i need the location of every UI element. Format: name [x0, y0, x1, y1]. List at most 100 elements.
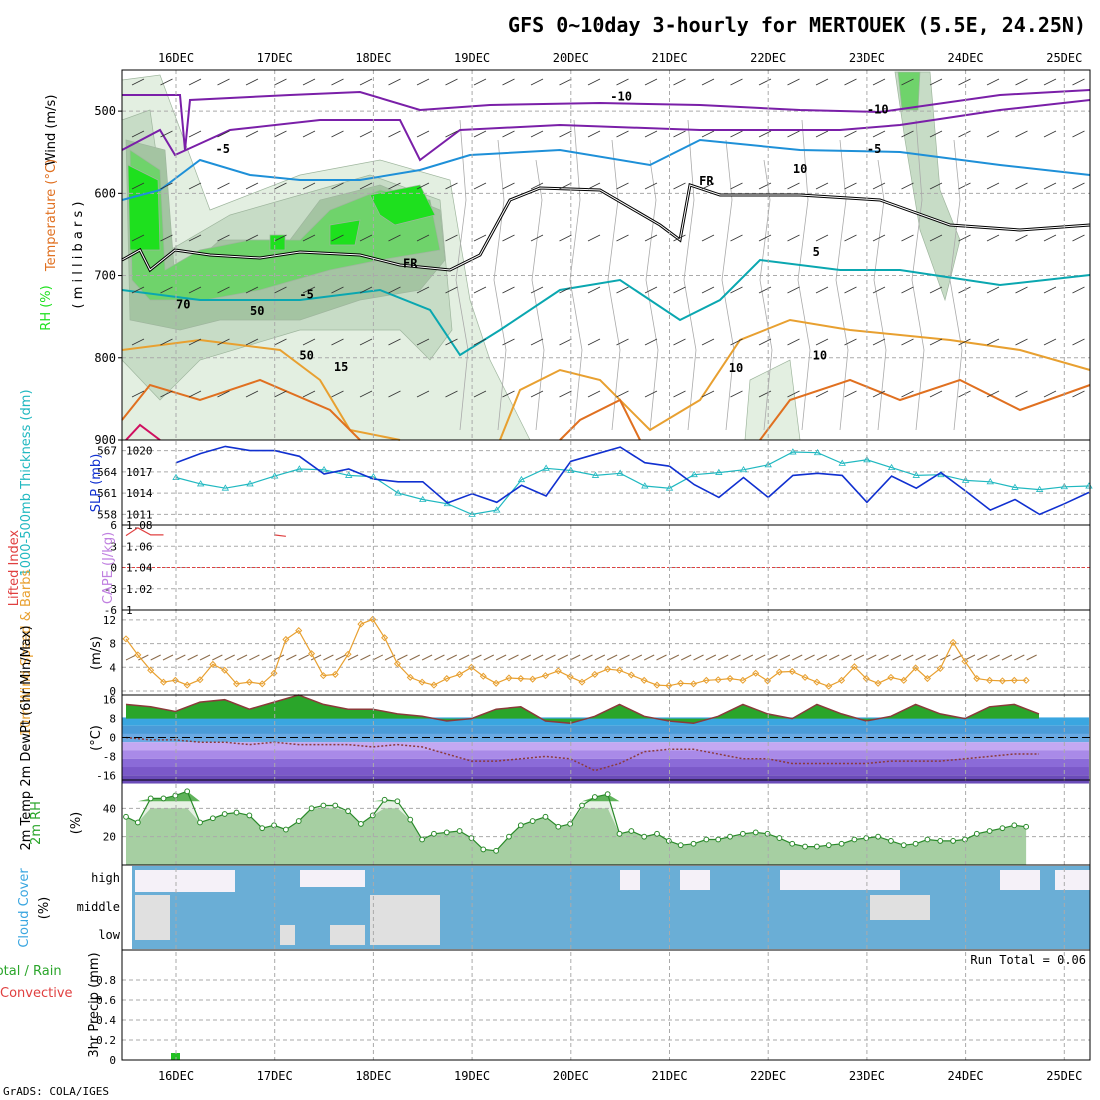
wind-barb — [530, 338, 544, 346]
wind10m-barb — [594, 654, 606, 661]
wind10m-barb — [754, 654, 766, 661]
wind-barb — [559, 182, 572, 190]
wind-barb — [502, 130, 515, 138]
wind-speed-point — [973, 675, 981, 683]
wind-barb — [644, 390, 658, 398]
wind-speed-point — [714, 676, 722, 684]
wind-barb — [673, 78, 686, 86]
wind-speed-point — [270, 669, 278, 677]
wind-barb — [958, 234, 971, 242]
isotherm-1 — [121, 99, 1091, 162]
thickness-point — [813, 448, 822, 456]
cloud-clear-mid-3 — [280, 925, 295, 945]
stab-left-tick-4: -6 — [104, 604, 117, 617]
wind-barb — [1015, 338, 1028, 346]
wind-speed-point — [295, 627, 303, 635]
thickness-point — [1060, 482, 1069, 490]
panel-frame-3 — [121, 609, 1091, 696]
wind-barb — [359, 182, 373, 190]
wind-speed-point — [923, 675, 931, 683]
wind-barb — [758, 390, 772, 398]
rh-point — [641, 833, 648, 840]
wind10m-barb — [1001, 654, 1013, 661]
wind-speed-point — [788, 667, 796, 675]
date-top-23DEC: 23DEC — [849, 51, 885, 65]
ts-right-tick-0: 1020 — [126, 445, 153, 458]
precip-ytick-1: 0.2 — [96, 1034, 116, 1047]
rh-point — [851, 836, 858, 843]
wind-speed-point — [171, 676, 179, 684]
rh-point — [776, 835, 783, 841]
wind-barb — [530, 286, 544, 294]
wind-barb — [331, 78, 344, 86]
wind-barb — [844, 338, 857, 346]
wind-barb — [730, 234, 743, 242]
wind10m-barb — [569, 654, 581, 661]
ts-left-tick-2: 561 — [97, 487, 117, 500]
wind-barb — [901, 78, 914, 86]
rh-point — [802, 843, 808, 850]
thickness-point — [295, 465, 304, 472]
isotherm-2 — [121, 138, 1091, 201]
wind-barb — [1015, 78, 1028, 86]
wind10m-barb — [335, 654, 346, 661]
date-top-22DEC: 22DEC — [750, 51, 786, 65]
wind-barb — [559, 78, 572, 86]
wind10m-barb — [705, 654, 717, 661]
rh-point — [888, 838, 894, 844]
wind10m-barb — [236, 654, 248, 661]
thickness-point — [715, 468, 723, 475]
wind-barb — [388, 130, 401, 138]
thickness-point — [542, 464, 550, 471]
wind-barb — [131, 390, 145, 398]
wind-speed-point — [640, 676, 648, 684]
wind-speed-point — [887, 673, 895, 681]
thickness-point — [739, 465, 748, 473]
wind-barb — [929, 390, 943, 398]
wind-barb — [188, 390, 202, 398]
ts-left-tick-0: 567 — [97, 445, 117, 458]
wind-barb — [473, 338, 487, 346]
temp-ytick-3: -8 — [103, 750, 116, 763]
rh-point — [973, 830, 980, 837]
wind-barb — [929, 338, 943, 346]
rh-contour-3 — [569, 119, 583, 431]
rh-point — [123, 813, 129, 820]
wind-barb — [673, 130, 686, 138]
wind-speed-point — [492, 679, 500, 687]
rh-point — [986, 828, 993, 834]
thickness-point — [961, 476, 970, 483]
wind-speed-point — [850, 663, 858, 671]
ts-right-tick-3: 1011 — [126, 508, 153, 521]
wind-barb — [331, 182, 344, 190]
ts-ylabel-left: 1000-500mb Thickness (dm) — [19, 389, 34, 576]
rh-shading-9 — [897, 71, 921, 111]
rh-point — [591, 794, 598, 800]
ts-ylabel-right: SLP (mb) — [89, 454, 104, 513]
wind-barb — [188, 78, 202, 86]
wind10m-barb — [927, 654, 939, 661]
thickness-point — [690, 470, 698, 478]
upper-ytick-4: 900 — [94, 433, 116, 447]
wind10m-barb — [668, 654, 680, 661]
wind10m-barb — [730, 654, 741, 661]
stab-ylabel-right: CAPE (J/kg) — [101, 532, 116, 604]
wind10m-barb — [162, 654, 174, 661]
cloud-clear-high-0 — [135, 870, 235, 892]
wind-barb — [217, 182, 230, 190]
wind-barb — [986, 338, 1000, 346]
wind-barb — [131, 78, 145, 86]
wind-barb — [758, 78, 772, 86]
wind-barb — [929, 286, 943, 294]
cloud-clear-high-3 — [680, 870, 710, 890]
rh-point — [320, 802, 327, 809]
cloud-clear-mid-1 — [370, 895, 440, 945]
wind-barb — [1015, 390, 1028, 398]
contour-label-14: 10 — [813, 348, 827, 362]
wind-speed-point — [961, 657, 969, 665]
wind-barb — [131, 286, 145, 294]
rh-point — [727, 833, 733, 840]
wind-barb — [160, 286, 173, 294]
wind-speed-point — [726, 675, 734, 683]
temp-ytick-4: -16 — [96, 769, 116, 782]
